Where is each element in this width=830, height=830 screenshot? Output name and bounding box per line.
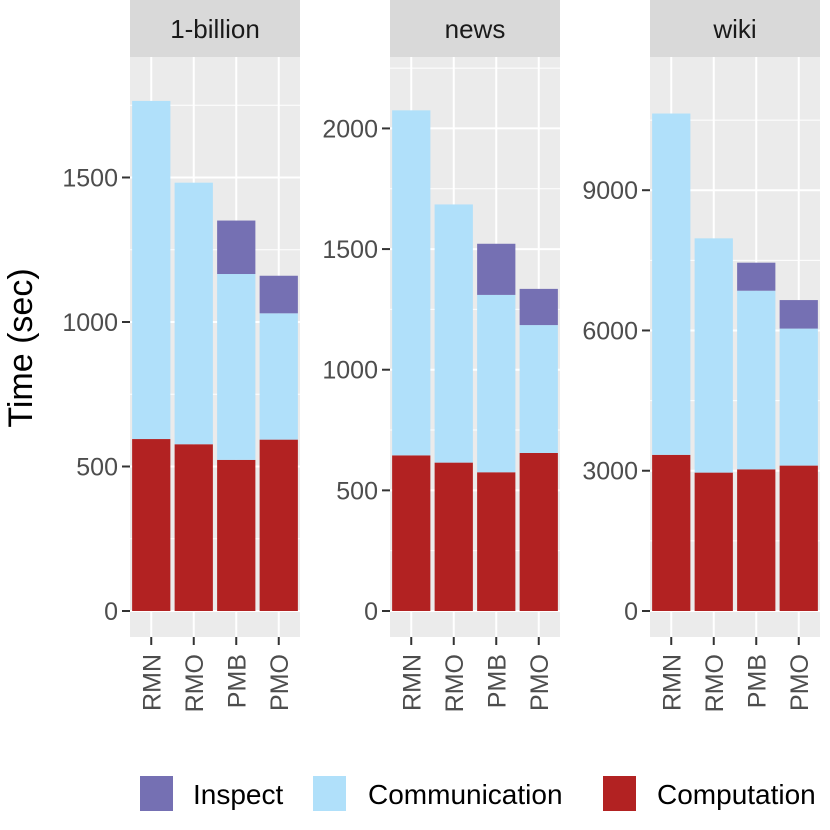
- bar-communication-rmo: [174, 182, 213, 445]
- x-tick-label: PMB: [483, 654, 511, 708]
- y-tick-label: 2000: [322, 115, 378, 143]
- legend-label-communication: Communication: [368, 779, 563, 810]
- bar-inspect-pmo: [259, 275, 298, 314]
- bar-inspect-pmb: [737, 262, 776, 291]
- x-tick-label: RMN: [658, 654, 686, 711]
- bar-computation-rmo: [434, 462, 473, 611]
- x-tick-label: PMO: [786, 654, 814, 711]
- bar-inspect-pmo: [519, 288, 558, 326]
- panel-title: 1-billion: [170, 14, 260, 44]
- panel-title: wiki: [712, 14, 756, 44]
- bar-computation-pmo: [779, 465, 818, 611]
- bar-communication-pmb: [737, 290, 776, 470]
- y-tick-label: 500: [336, 477, 378, 505]
- legend-label-inspect: Inspect: [193, 779, 283, 810]
- bar-communication-pmo: [259, 313, 298, 440]
- x-tick-label: RMN: [138, 654, 166, 711]
- y-tick-label: 0: [364, 598, 378, 626]
- bar-communication-pmo: [519, 325, 558, 453]
- x-tick-label: PMO: [526, 654, 554, 711]
- x-tick-label: PMB: [743, 654, 771, 708]
- panel-strip: [130, 0, 300, 57]
- bar-communication-pmo: [779, 328, 818, 466]
- x-tick-label: RMO: [181, 654, 209, 712]
- bar-computation-pmb: [477, 472, 516, 611]
- y-tick-label: 1000: [62, 309, 118, 337]
- y-tick-label: 500: [76, 453, 118, 481]
- bar-communication-rmn: [392, 110, 431, 456]
- legend-key-inspect: [140, 776, 173, 811]
- legend-label-computation: Computation: [657, 779, 816, 810]
- x-tick-label: RMO: [441, 654, 469, 712]
- y-tick-label: 1500: [322, 236, 378, 264]
- bar-communication-rmn: [652, 113, 691, 455]
- bar-computation-rmn: [392, 455, 431, 611]
- bar-communication-rmo: [694, 238, 733, 473]
- y-tick-label: 0: [104, 598, 118, 626]
- x-tick-label: PMB: [223, 654, 251, 708]
- bar-communication-rmo: [434, 204, 473, 463]
- y-tick-label: 1500: [62, 164, 118, 192]
- panel-strip: [650, 0, 820, 57]
- bar-communication-pmb: [217, 274, 256, 460]
- panel-strip: [390, 0, 560, 57]
- x-tick-label: RMO: [701, 654, 729, 712]
- x-tick-label: PMO: [266, 654, 294, 711]
- bar-computation-pmb: [217, 459, 256, 611]
- bar-computation-rmo: [694, 472, 733, 611]
- y-tick-label: 3000: [582, 458, 638, 486]
- y-tick-label: 1000: [322, 357, 378, 385]
- legend-key-communication: [313, 776, 346, 811]
- legend-key-computation: [603, 776, 636, 811]
- bar-communication-rmn: [132, 100, 171, 440]
- panel-title: news: [445, 14, 506, 44]
- bar-inspect-pmo: [779, 300, 818, 329]
- bar-computation-rmn: [652, 454, 691, 611]
- y-tick-label: 9000: [582, 177, 638, 205]
- bar-computation-rmo: [174, 444, 213, 611]
- bar-computation-pmo: [259, 439, 298, 611]
- bar-computation-pmo: [519, 452, 558, 611]
- y-axis-label: Time (sec): [2, 268, 40, 427]
- bar-computation-rmn: [132, 439, 171, 611]
- x-tick-label: RMN: [398, 654, 426, 711]
- bar-computation-pmb: [737, 469, 776, 611]
- bar-inspect-pmb: [477, 243, 516, 295]
- y-tick-label: 0: [624, 598, 638, 626]
- bar-inspect-pmb: [217, 220, 256, 275]
- bar-communication-pmb: [477, 294, 516, 473]
- y-tick-label: 6000: [582, 317, 638, 345]
